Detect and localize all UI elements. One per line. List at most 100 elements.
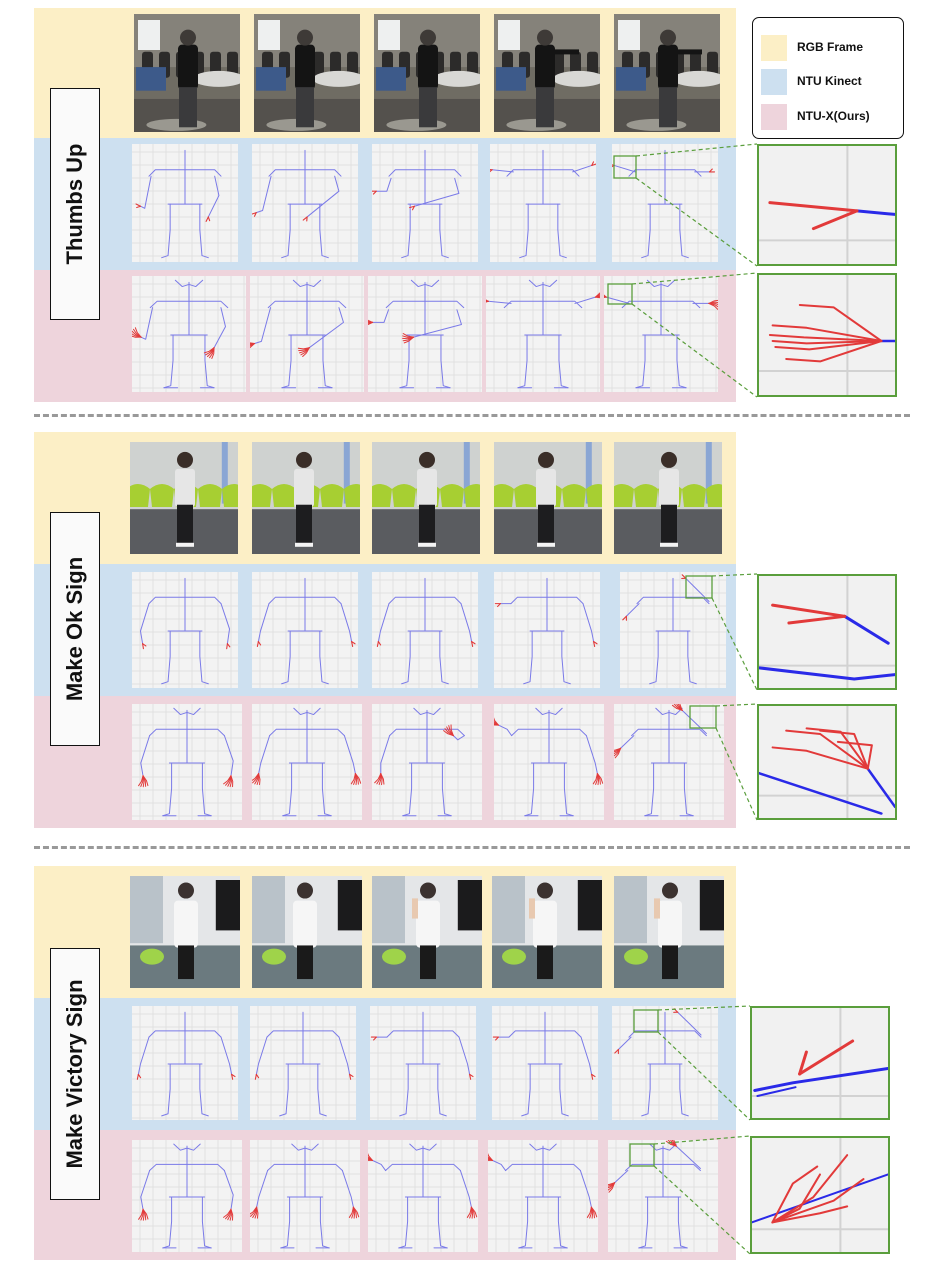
legend-swatch-ntux [761, 104, 787, 130]
ntux-skeleton-plot-graphic [250, 1140, 360, 1252]
ntux-skeleton-plot [132, 1140, 242, 1252]
kinect-skeleton-plot [492, 1006, 598, 1120]
ntux-skeleton-plot [250, 1140, 360, 1252]
kinect-skeleton-plot [132, 1006, 238, 1120]
ntux-skeleton-plot [132, 276, 246, 392]
kinect-zoom-inset [757, 574, 897, 690]
kinect-zoom-inset [750, 1006, 890, 1120]
ntux-skeleton-plot [250, 276, 364, 392]
kinect-skeleton-plot [612, 1006, 718, 1120]
rgb-frame-graphic [494, 442, 602, 554]
ntux-zoom-inset [757, 273, 897, 397]
legend-swatch-rgb [761, 35, 787, 61]
kinect-skeleton-plot [490, 144, 596, 262]
rgb-frame [494, 14, 600, 132]
kinect-skeleton-plot [620, 572, 726, 688]
section-label-thumbs-up: Thumbs Up [50, 88, 100, 320]
legend-label-ntux: NTU-X(Ours) [797, 109, 870, 123]
section-label-make-ok-sign: Make Ok Sign [50, 512, 100, 746]
section-divider [34, 414, 910, 417]
kinect-zoom-inset-graphic [759, 146, 895, 264]
rgb-frame-graphic [252, 442, 360, 554]
ntux-skeleton-plot-graphic [250, 276, 364, 392]
legend: RGB Frame NTU Kinect NTU-X(Ours) [752, 17, 904, 139]
ntux-zoom-inset [757, 704, 897, 820]
rgb-frame-graphic [130, 442, 238, 554]
ntux-skeleton-plot-graphic [368, 276, 482, 392]
ntux-skeleton-plot-graphic [132, 1140, 242, 1252]
rgb-frame [372, 442, 480, 554]
rgb-frame [372, 876, 482, 988]
legend-item-kinect: NTU Kinect [761, 69, 901, 95]
ntux-skeleton-plot-graphic [132, 276, 246, 392]
ntux-skeleton-plot-graphic [494, 704, 604, 820]
rgb-frame-graphic [494, 14, 600, 132]
ntux-skeleton-plot [132, 704, 242, 820]
rgb-frame [494, 442, 602, 554]
ntux-skeleton-plot [486, 276, 600, 392]
rgb-frame [374, 14, 480, 132]
section-divider [34, 846, 910, 849]
ntux-skeleton-plot-graphic [608, 1140, 718, 1252]
rgb-frame-graphic [492, 876, 602, 988]
kinect-skeleton-plot [252, 144, 358, 262]
rgb-frame-graphic [614, 14, 720, 132]
kinect-skeleton-plot-graphic [492, 1006, 598, 1120]
ntux-skeleton-plot [604, 276, 718, 392]
kinect-zoom-inset-graphic [752, 1008, 888, 1118]
ntux-skeleton-plot-graphic [132, 704, 242, 820]
ntux-skeleton-plot [368, 1140, 478, 1252]
rgb-frame-graphic [134, 14, 240, 132]
section-label-make-victory-sign: Make Victory Sign [50, 948, 100, 1200]
ntux-zoom-inset-graphic [759, 706, 895, 818]
ntux-skeleton-plot [488, 1140, 598, 1252]
kinect-skeleton-plot-graphic [132, 572, 238, 688]
ntux-skeleton-plot [368, 276, 482, 392]
kinect-skeleton-plot [372, 572, 478, 688]
ntux-skeleton-plot-graphic [604, 276, 718, 392]
rgb-frame [254, 14, 360, 132]
kinect-skeleton-plot-graphic [252, 572, 358, 688]
kinect-skeleton-plot [132, 144, 238, 262]
rgb-frame-graphic [614, 442, 722, 554]
legend-label-rgb: RGB Frame [797, 40, 864, 54]
kinect-skeleton-plot-graphic [132, 144, 238, 262]
kinect-skeleton-plot-graphic [252, 144, 358, 262]
ntux-skeleton-plot [614, 704, 724, 820]
ntux-skeleton-plot [372, 704, 482, 820]
legend-swatch-kinect [761, 69, 787, 95]
ntux-skeleton-plot-graphic [614, 704, 724, 820]
rgb-frame-graphic [372, 442, 480, 554]
ntux-skeleton-plot-graphic [488, 1140, 598, 1252]
kinect-skeleton-plot-graphic [372, 144, 478, 262]
kinect-skeleton-plot-graphic [612, 144, 718, 262]
ntux-skeleton-plot-graphic [368, 1140, 478, 1252]
ntux-zoom-inset-graphic [752, 1138, 888, 1252]
kinect-skeleton-plot [612, 144, 718, 262]
kinect-skeleton-plot-graphic [250, 1006, 356, 1120]
rgb-frame [614, 876, 724, 988]
rgb-frame [614, 442, 722, 554]
ntux-zoom-inset [750, 1136, 890, 1254]
ntux-skeleton-plot-graphic [486, 276, 600, 392]
rgb-frame [134, 14, 240, 132]
ntux-zoom-inset-graphic [759, 275, 895, 395]
kinect-skeleton-plot-graphic [132, 1006, 238, 1120]
kinect-skeleton-plot-graphic [620, 572, 726, 688]
rgb-frame [252, 442, 360, 554]
kinect-skeleton-plot-graphic [372, 572, 478, 688]
rgb-frame [252, 876, 362, 988]
rgb-frame-graphic [372, 876, 482, 988]
kinect-skeleton-plot-graphic [490, 144, 596, 262]
kinect-skeleton-plot-graphic [370, 1006, 476, 1120]
kinect-skeleton-plot [252, 572, 358, 688]
rgb-frame [130, 876, 240, 988]
rgb-frame [492, 876, 602, 988]
kinect-skeleton-plot-graphic [612, 1006, 718, 1120]
kinect-skeleton-plot [372, 144, 478, 262]
rgb-frame-graphic [254, 14, 360, 132]
ntux-skeleton-plot [494, 704, 604, 820]
kinect-skeleton-plot [132, 572, 238, 688]
kinect-skeleton-plot [370, 1006, 476, 1120]
legend-label-kinect: NTU Kinect [797, 74, 862, 88]
